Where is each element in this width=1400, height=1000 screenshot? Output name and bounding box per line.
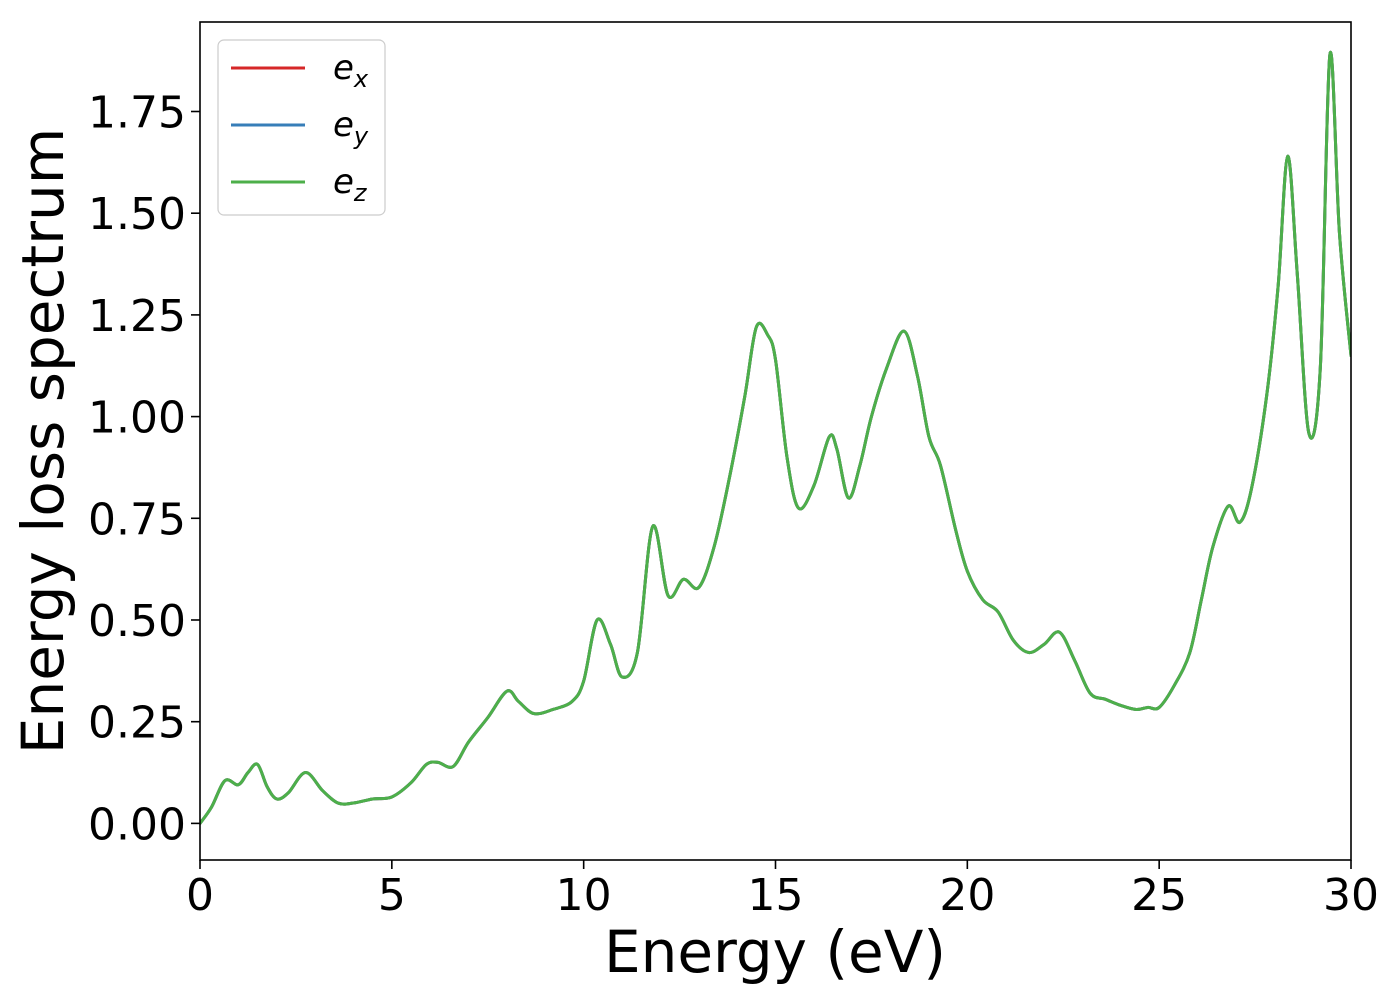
y-tick-label: 1.25 bbox=[88, 291, 186, 342]
x-tick-label: 10 bbox=[556, 870, 612, 921]
legend-box bbox=[217, 39, 386, 216]
y-axis-label: Energy loss spectrum bbox=[9, 128, 77, 754]
legend-label-e_x: ex bbox=[333, 48, 369, 93]
legend-label-e_y: ey bbox=[333, 105, 369, 150]
y-tick-label: 0.75 bbox=[88, 494, 186, 545]
legend-label-e_z: ez bbox=[333, 162, 368, 207]
y-tick-label: 0.00 bbox=[88, 799, 186, 850]
y-tick-label: 0.50 bbox=[88, 596, 186, 647]
series-line-e_z bbox=[200, 50, 1351, 825]
x-tick-label: 0 bbox=[186, 870, 214, 921]
y-tick-label: 1.75 bbox=[88, 87, 186, 138]
legend: ex ey ez bbox=[217, 39, 386, 216]
ticks-layer: 0 5 10 15 20 25 30 0.00 0.25 0.50 0.75 1.00 1.25 1.50… bbox=[88, 87, 1379, 921]
y-tick-label: 0.25 bbox=[88, 698, 186, 749]
x-tick-label: 25 bbox=[1131, 870, 1187, 921]
x-tick-label: 5 bbox=[378, 870, 406, 921]
x-axis-label: Energy (eV) bbox=[604, 918, 946, 986]
x-tick-label: 30 bbox=[1323, 870, 1379, 921]
x-tick-label: 20 bbox=[939, 870, 995, 921]
y-tick-label: 1.00 bbox=[88, 393, 186, 444]
y-tick-label: 1.50 bbox=[88, 189, 186, 240]
series-layer bbox=[200, 50, 1351, 825]
x-tick-label: 15 bbox=[748, 870, 804, 921]
